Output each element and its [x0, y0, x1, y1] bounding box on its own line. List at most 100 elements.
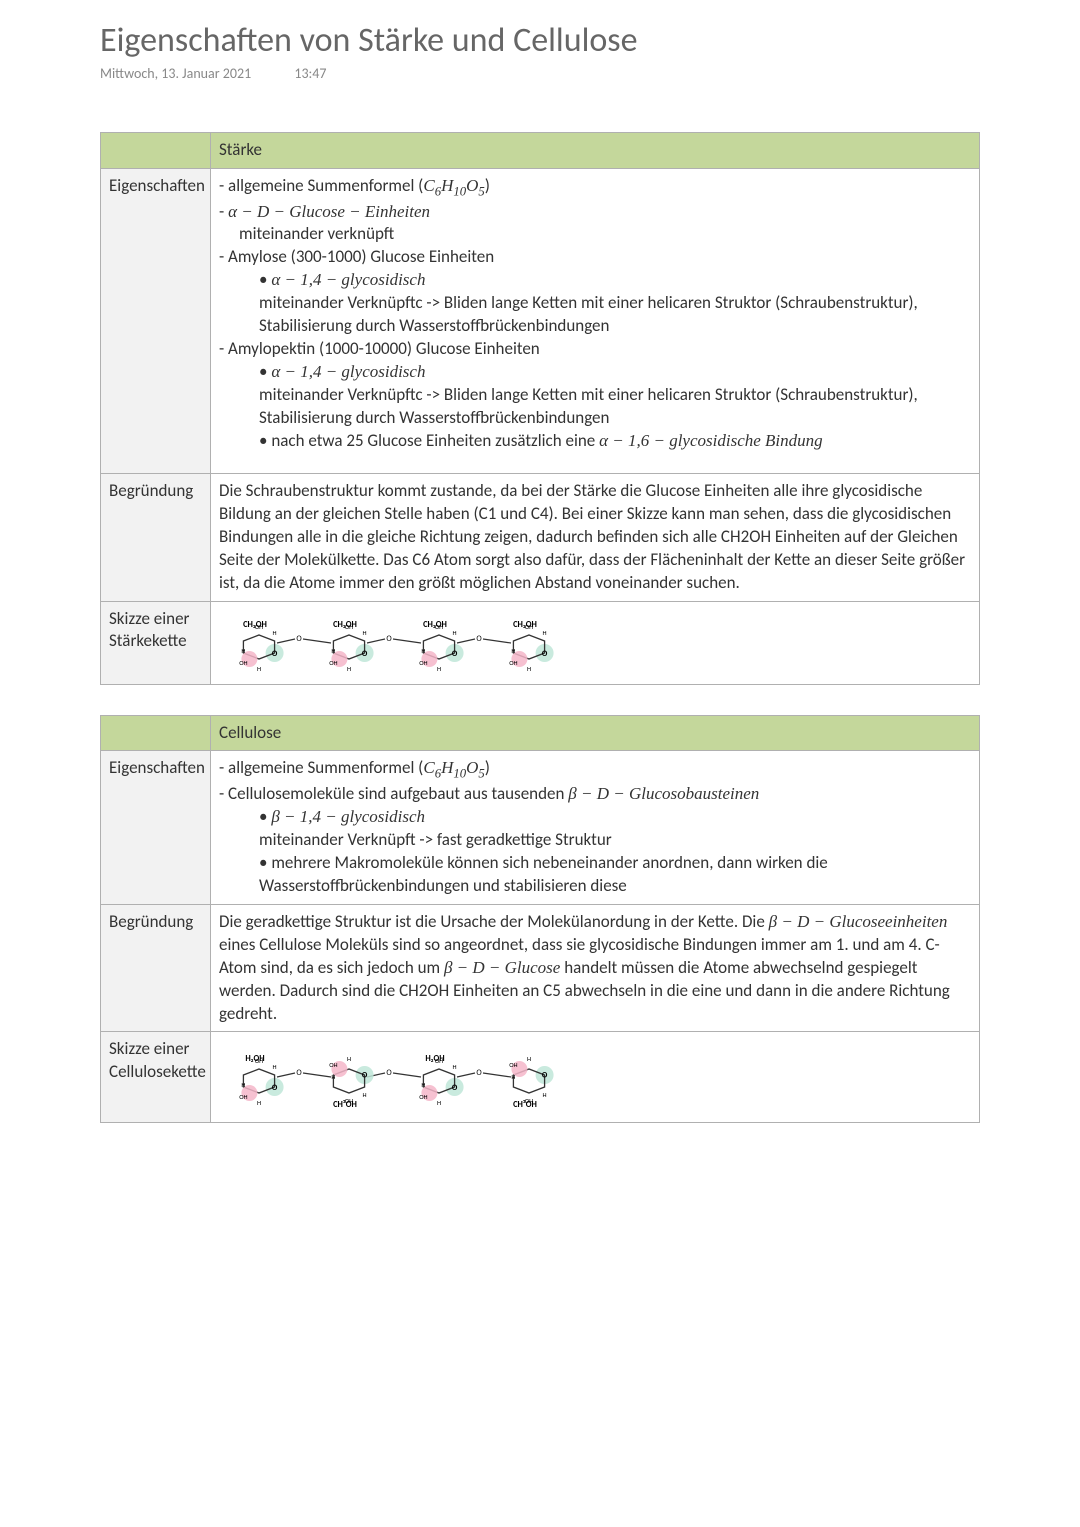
row-content-eigenschaften: - allgemeine Summenformel (C6H10O5) - α …	[211, 168, 980, 473]
svg-text:OH: OH	[239, 659, 247, 667]
header-title: Cellulose	[211, 715, 980, 751]
svg-text:H: H	[257, 665, 261, 673]
row-content-skizze: OOHOHHOHHH₂OHOOHOHHOHHCH₂OHOOHOHHOHHH₂OH…	[211, 1032, 980, 1123]
svg-text:CH₂OH: CH₂OH	[333, 620, 357, 630]
svg-text:OH: OH	[329, 1061, 337, 1069]
t: α − 1,6 − glycosidische Bindung	[599, 431, 823, 450]
t: O	[466, 176, 478, 195]
text: )	[485, 757, 490, 778]
cellulose-table: Cellulose Eigenschaften - allgemeine Sum…	[100, 715, 980, 1124]
table-row: Skizze einer Cellulosekette OOHOHHOHHH₂O…	[101, 1032, 980, 1123]
svg-text:O: O	[542, 1069, 548, 1079]
svg-text:H: H	[241, 647, 245, 655]
svg-text:H: H	[347, 665, 351, 673]
text: -	[219, 201, 228, 222]
t: Die geradkettige Struktur ist die Ursach…	[219, 911, 769, 932]
svg-text:H: H	[437, 1099, 441, 1107]
staerke-sketch: OOHOHHOHHCH₂OHOOHOHHOHHCH₂OHOOHOHHOHHCH₂…	[219, 608, 639, 678]
line: nach etwa 25 Glucose Einheiten zusätzlic…	[219, 430, 971, 453]
svg-text:H: H	[453, 1063, 457, 1071]
t: H	[441, 176, 453, 195]
line: - α − D − Glucose − Einheiten	[219, 201, 971, 224]
svg-text:H: H	[543, 1091, 547, 1099]
t: C	[423, 758, 434, 777]
svg-text:H: H	[363, 1091, 367, 1099]
table-row: Begründung Die geradkettige Struktur ist…	[101, 904, 980, 1032]
formula: C6H10O5	[423, 176, 484, 195]
row-label-begruendung: Begründung	[101, 904, 211, 1032]
svg-text:H: H	[543, 629, 547, 637]
t: nach etwa 25 Glucose Einheiten zusätzlic…	[271, 430, 599, 451]
page-date: Mittwoch, 13. Januar 2021	[100, 65, 251, 82]
svg-text:O: O	[452, 1083, 458, 1093]
svg-text:H: H	[421, 1081, 425, 1089]
svg-text:H: H	[273, 629, 277, 637]
line: mehrere Makromoleküle können sich nebene…	[219, 852, 971, 898]
header-blank	[101, 133, 211, 169]
t: C	[423, 176, 434, 195]
svg-text:OH: OH	[509, 1061, 517, 1069]
table-row: Begründung Die Schraubenstruktur kommt z…	[101, 473, 980, 601]
svg-text:H: H	[421, 647, 425, 655]
row-label-eigenschaften: Eigenschaften	[101, 751, 211, 904]
svg-text:O: O	[476, 634, 482, 644]
document-page: Eigenschaften von Stärke und Cellulose M…	[0, 0, 1080, 1193]
text: - allgemeine Summenformel (	[219, 757, 423, 778]
svg-text:O: O	[362, 1069, 368, 1079]
line: miteinander verknüpft	[219, 223, 971, 246]
line: - Amylopektin (1000-10000) Glucose Einhe…	[219, 338, 971, 361]
svg-text:CH₂OH: CH₂OH	[513, 620, 537, 630]
svg-text:O: O	[542, 649, 548, 659]
svg-text:OH: OH	[419, 1093, 427, 1101]
row-label-skizze: Skizze einer Stärkekette	[101, 601, 211, 684]
svg-text:H: H	[331, 647, 335, 655]
row-label-eigenschaften: Eigenschaften	[101, 168, 211, 473]
line: miteinander Verknüpftc -> Bliden lange K…	[219, 292, 971, 338]
t: 10	[453, 767, 466, 781]
svg-text:H₂OH: H₂OH	[425, 1054, 444, 1064]
line: - allgemeine Summenformel (C6H10O5)	[219, 175, 971, 201]
row-label-begruendung: Begründung	[101, 473, 211, 601]
line: α − 1,4 − glycosidisch	[219, 269, 971, 292]
svg-text:CH₂OH: CH₂OH	[243, 620, 267, 630]
row-label-skizze: Skizze einer Cellulosekette	[101, 1032, 211, 1123]
t: H	[441, 758, 453, 777]
t: 10	[453, 184, 466, 198]
svg-text:O: O	[452, 649, 458, 659]
line: β − 1,4 − glycosidisch	[219, 806, 971, 829]
svg-text:H: H	[511, 647, 515, 655]
svg-text:OH: OH	[419, 659, 427, 667]
header-title: Stärke	[211, 133, 980, 169]
line: - Cellulosemoleküle sind aufgebaut aus t…	[219, 783, 971, 806]
svg-text:OH: OH	[329, 659, 337, 667]
text: - Cellulosemoleküle sind aufgebaut aus t…	[219, 783, 568, 804]
t: α − 1,4 − glycosidisch	[271, 270, 425, 289]
svg-text:O: O	[362, 649, 368, 659]
line: - allgemeine Summenformel (C6H10O5)	[219, 757, 971, 783]
cellulose-sketch: OOHOHHOHHH₂OHOOHOHHOHHCH₂OHOOHOHHOHHH₂OH…	[219, 1038, 639, 1116]
svg-text:OH: OH	[509, 659, 517, 667]
line: miteinander Verknüpftc -> Bliden lange K…	[219, 384, 971, 430]
svg-text:H: H	[257, 1099, 261, 1107]
svg-text:H: H	[527, 1055, 531, 1063]
row-content-skizze: OOHOHHOHHCH₂OHOOHOHHOHHCH₂OHOOHOHHOHHCH₂…	[211, 601, 980, 684]
svg-text:H: H	[347, 1055, 351, 1063]
svg-text:H: H	[453, 629, 457, 637]
svg-text:CH₂OH: CH₂OH	[333, 1098, 357, 1108]
text: β − D − Glucosobausteinen	[568, 784, 759, 803]
svg-text:O: O	[272, 1083, 278, 1093]
spacer	[219, 453, 971, 467]
svg-text:CH₂OH: CH₂OH	[423, 620, 447, 630]
svg-text:H: H	[511, 1073, 515, 1081]
row-content-begruendung: Die Schraubenstruktur kommt zustande, da…	[211, 473, 980, 601]
page-time: 13:47	[294, 65, 326, 82]
svg-text:CH₂OH: CH₂OH	[513, 1098, 537, 1108]
table-row: Eigenschaften - allgemeine Summenformel …	[101, 168, 980, 473]
page-title: Eigenschaften von Stärke und Cellulose	[100, 20, 980, 61]
text: )	[485, 175, 490, 196]
line: α − 1,4 − glycosidisch	[219, 361, 971, 384]
t: β − D − Glucose	[444, 958, 560, 977]
svg-text:H: H	[363, 629, 367, 637]
t: O	[466, 758, 478, 777]
svg-text:H: H	[437, 665, 441, 673]
